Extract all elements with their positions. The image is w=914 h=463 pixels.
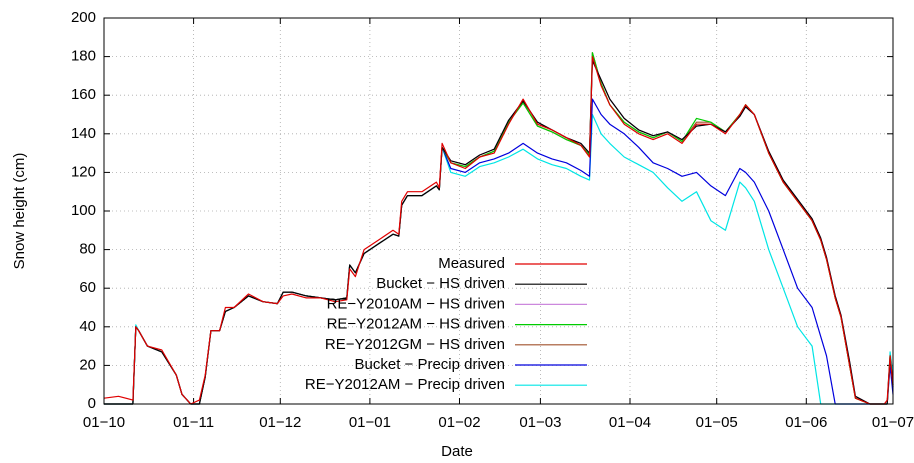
legend-label: Bucket − HS driven: [376, 275, 505, 292]
y-tick-label: 20: [79, 356, 96, 373]
y-tick-label: 100: [71, 202, 96, 219]
y-tick-label: 40: [79, 318, 96, 335]
x-tick-label: 01−04: [609, 414, 651, 431]
x-tick-label: 01−07: [872, 414, 914, 431]
x-tick-label: 01−06: [785, 414, 827, 431]
x-tick-label: 01−05: [696, 414, 738, 431]
x-tick-label: 01−10: [83, 414, 125, 431]
legend-label: RE−Y2012AM − Precip driven: [305, 376, 505, 393]
series-line: [103, 56, 894, 405]
y-tick-label: 60: [79, 279, 96, 296]
legend-label: RE−Y2010AM − HS driven: [327, 295, 505, 312]
y-axis-label: Snow height (cm): [11, 153, 28, 270]
legend-label: RE−Y2012AM − HS driven: [327, 316, 505, 333]
y-tick-label: 0: [88, 395, 96, 412]
x-tick-label: 01−01: [349, 414, 391, 431]
y-tick-label: 140: [71, 125, 96, 142]
y-tick-label: 180: [71, 48, 96, 65]
y-tick-label: 200: [71, 9, 96, 26]
legend-label: Measured: [438, 255, 505, 272]
y-tick-label: 160: [71, 86, 96, 103]
legend-label: Bucket − Precip driven: [355, 356, 506, 373]
x-tick-label: 01−12: [259, 414, 301, 431]
legend-label: RE−Y2012GM − HS driven: [325, 336, 505, 353]
x-axis-label: Date: [441, 443, 473, 460]
x-tick-label: 01−11: [173, 414, 214, 431]
x-tick-label: 01−03: [519, 414, 561, 431]
y-tick-label: 120: [71, 163, 96, 180]
y-tick-label: 80: [79, 241, 96, 258]
x-tick-label: 01−02: [438, 414, 480, 431]
plot-frame: [103, 17, 894, 405]
